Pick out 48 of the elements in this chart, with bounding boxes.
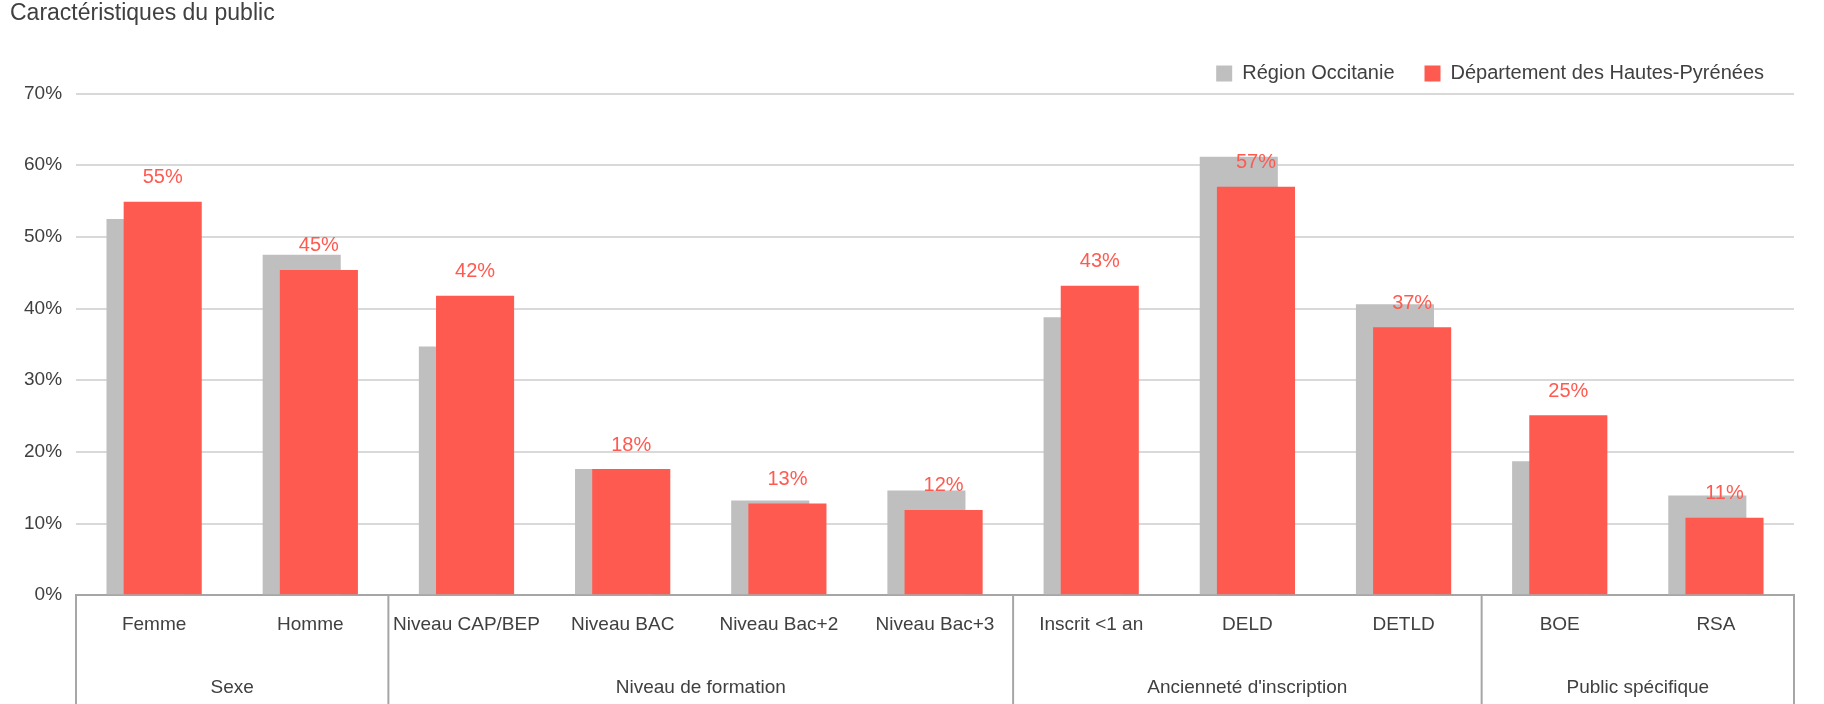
y-tick-label: 70%: [24, 81, 63, 103]
bar: [748, 503, 827, 595]
bar: [1216, 186, 1296, 595]
bar: [1685, 517, 1764, 595]
y-tick-label: 40%: [24, 296, 63, 318]
bar: [1060, 285, 1139, 595]
x-tick-label: DETLD: [1372, 612, 1435, 634]
y-tick-label: 0%: [34, 583, 63, 605]
chart-title: Caractéristiques du public: [10, 0, 275, 26]
bar: [592, 469, 671, 595]
x-tick-label: BOE: [1539, 612, 1580, 634]
y-tick-label: 20%: [24, 440, 63, 462]
legend-label: Département des Hautes-Pyrénées: [1450, 61, 1764, 84]
x-tick-label: Femme: [121, 612, 187, 634]
bar: [279, 269, 358, 595]
x-tick-label: Niveau Bac+3: [875, 612, 995, 634]
data-label: 25%: [1548, 378, 1589, 401]
bar: [436, 295, 515, 595]
legend-label: Région Occitanie: [1242, 61, 1395, 84]
data-label: 55%: [142, 165, 183, 188]
bar: [1529, 415, 1608, 595]
y-tick-label: 10%: [24, 511, 63, 533]
data-label: 45%: [298, 233, 340, 256]
y-tick-label: 60%: [24, 153, 63, 175]
x-tick-label: Niveau BAC: [570, 612, 675, 634]
data-label: 13%: [767, 466, 808, 489]
data-label: 11%: [1705, 481, 1744, 504]
x-tick-label: Homme: [277, 612, 344, 634]
text: Public spécifique: [1566, 676, 1710, 698]
text: Sexe: [210, 676, 254, 698]
x-tick-label: Inscrit <1 an: [1039, 612, 1144, 634]
data-label: 37%: [1392, 290, 1433, 313]
bar: [904, 509, 983, 595]
text: Niveau de formation: [615, 676, 786, 698]
y-tick-label: 50%: [24, 225, 63, 247]
x-tick-label: RSA: [1696, 612, 1736, 634]
data-label: 57%: [1235, 150, 1277, 173]
text: Ancienneté d'inscription: [1147, 676, 1348, 698]
data-label: 18%: [611, 432, 652, 455]
data-label: 43%: [1079, 249, 1121, 272]
x-tick-label: Niveau CAP/BEP: [393, 612, 540, 634]
data-label: 42%: [455, 259, 496, 282]
data-label: 12%: [923, 473, 964, 496]
x-tick-label: Niveau Bac+2: [719, 612, 839, 634]
bar: [1373, 327, 1452, 595]
x-tick-label: DELD: [1222, 612, 1273, 634]
y-tick-label: 30%: [24, 368, 63, 390]
bar: [123, 201, 202, 595]
